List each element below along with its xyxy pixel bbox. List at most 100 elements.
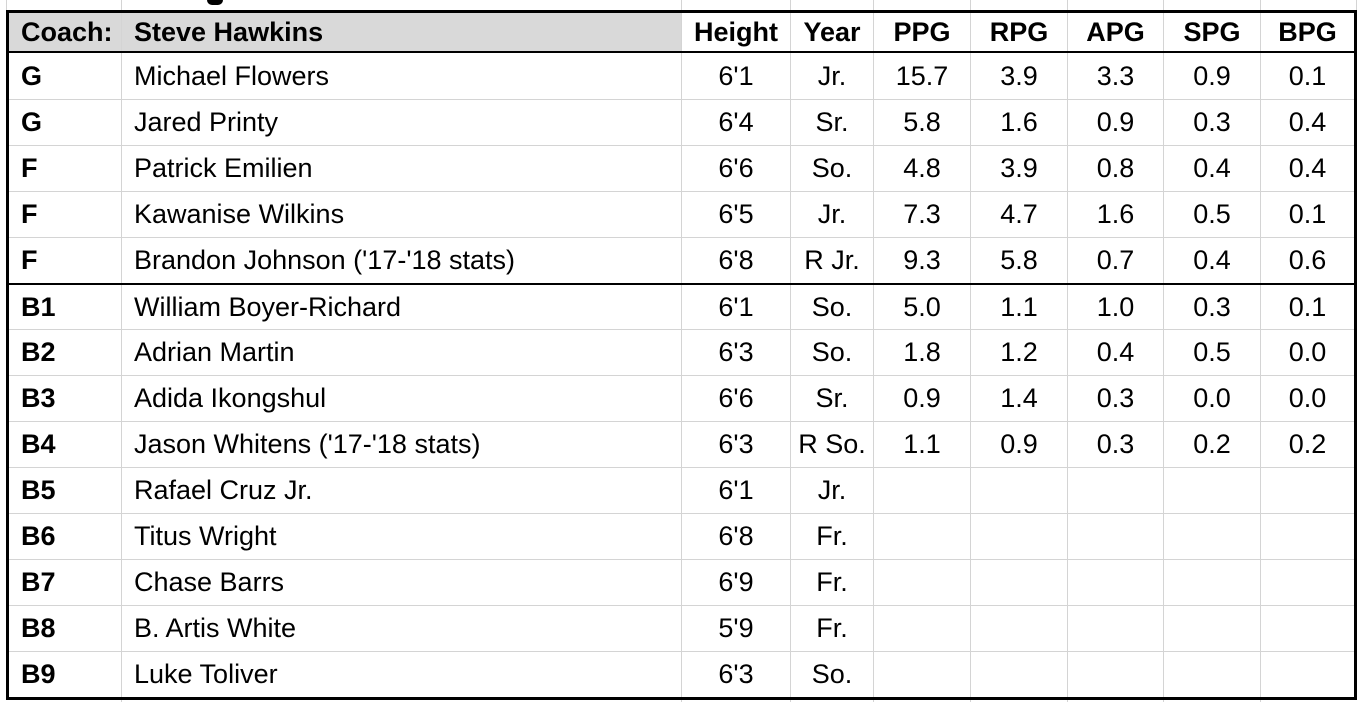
bpg-cell[interactable]: 0.6 <box>1260 238 1354 283</box>
spg-cell[interactable]: 0.4 <box>1163 146 1260 191</box>
height-cell[interactable]: 5'9 <box>681 606 790 651</box>
height-cell[interactable]: 6'3 <box>681 330 790 375</box>
spg-cell[interactable]: 0.2 <box>1163 422 1260 467</box>
year-cell[interactable]: So. <box>790 330 873 375</box>
apg-cell[interactable]: 3.3 <box>1067 53 1163 99</box>
year-cell[interactable]: Fr. <box>790 606 873 651</box>
bpg-cell[interactable]: 0.1 <box>1260 53 1354 99</box>
bpg-cell[interactable]: 0.4 <box>1260 146 1354 191</box>
ppg-cell[interactable] <box>873 652 970 697</box>
rpg-cell[interactable]: 1.4 <box>970 376 1067 421</box>
apg-cell[interactable]: 1.0 <box>1067 285 1163 329</box>
apg-cell[interactable]: 1.6 <box>1067 192 1163 237</box>
apg-cell[interactable]: 0.8 <box>1067 146 1163 191</box>
coach-name-cell[interactable]: Steve Hawkins <box>121 13 681 51</box>
spg-cell[interactable]: 0.5 <box>1163 330 1260 375</box>
rpg-cell[interactable]: 0.9 <box>970 422 1067 467</box>
player-name-cell[interactable]: Adrian Martin <box>121 330 681 375</box>
column-header-bpg[interactable]: BPG <box>1260 13 1354 51</box>
bpg-cell[interactable]: 0.0 <box>1260 376 1354 421</box>
year-cell[interactable]: Fr. <box>790 560 873 605</box>
position-cell[interactable]: F <box>21 245 38 275</box>
rpg-cell[interactable]: 3.9 <box>970 53 1067 99</box>
rpg-cell[interactable] <box>970 468 1067 513</box>
year-cell[interactable]: So. <box>790 652 873 697</box>
height-cell[interactable]: 6'1 <box>681 285 790 329</box>
year-cell[interactable]: R Jr. <box>790 238 873 283</box>
spg-cell[interactable] <box>1163 560 1260 605</box>
rpg-cell[interactable] <box>970 560 1067 605</box>
year-cell[interactable]: So. <box>790 146 873 191</box>
column-header-apg[interactable]: APG <box>1067 13 1163 51</box>
ppg-cell[interactable]: 7.3 <box>873 192 970 237</box>
column-header-height[interactable]: Height <box>681 13 790 51</box>
ppg-cell[interactable]: 1.8 <box>873 330 970 375</box>
bpg-cell[interactable]: 0.4 <box>1260 100 1354 145</box>
ppg-cell[interactable] <box>873 606 970 651</box>
player-name-cell[interactable]: Michael Flowers <box>121 53 681 99</box>
year-cell[interactable]: Jr. <box>790 53 873 99</box>
height-cell[interactable]: 6'1 <box>681 53 790 99</box>
spg-cell[interactable]: 0.4 <box>1163 238 1260 283</box>
ppg-cell[interactable]: 5.8 <box>873 100 970 145</box>
apg-cell[interactable]: 0.3 <box>1067 376 1163 421</box>
bpg-cell[interactable] <box>1260 468 1354 513</box>
apg-cell[interactable] <box>1067 606 1163 651</box>
spg-cell[interactable] <box>1163 606 1260 651</box>
spg-cell[interactable]: 0.3 <box>1163 100 1260 145</box>
bpg-cell[interactable] <box>1260 652 1354 697</box>
apg-cell[interactable] <box>1067 652 1163 697</box>
spg-cell[interactable] <box>1163 468 1260 513</box>
apg-cell[interactable] <box>1067 468 1163 513</box>
apg-cell[interactable]: 0.3 <box>1067 422 1163 467</box>
bpg-cell[interactable] <box>1260 606 1354 651</box>
bpg-cell[interactable] <box>1260 514 1354 559</box>
height-cell[interactable]: 6'6 <box>681 376 790 421</box>
player-name-cell[interactable]: Luke Toliver <box>121 652 681 697</box>
column-header-ppg[interactable]: PPG <box>873 13 970 51</box>
year-cell[interactable]: Fr. <box>790 514 873 559</box>
position-cell[interactable]: B6 <box>21 521 56 551</box>
bpg-cell[interactable]: 0.0 <box>1260 330 1354 375</box>
position-cell[interactable]: B5 <box>21 475 56 505</box>
height-cell[interactable]: 6'3 <box>681 422 790 467</box>
year-cell[interactable]: R So. <box>790 422 873 467</box>
bpg-cell[interactable]: 0.2 <box>1260 422 1354 467</box>
height-cell[interactable]: 6'8 <box>681 238 790 283</box>
year-cell[interactable]: Jr. <box>790 192 873 237</box>
coach-label-cell[interactable]: Coach: <box>9 13 121 51</box>
player-name-cell[interactable]: Kawanise Wilkins <box>121 192 681 237</box>
height-cell[interactable]: 6'3 <box>681 652 790 697</box>
ppg-cell[interactable] <box>873 468 970 513</box>
position-cell[interactable]: G <box>21 60 43 91</box>
ppg-cell[interactable] <box>873 560 970 605</box>
ppg-cell[interactable] <box>873 514 970 559</box>
player-name-cell[interactable]: Patrick Emilien <box>121 146 681 191</box>
ppg-cell[interactable]: 1.1 <box>873 422 970 467</box>
year-cell[interactable]: Sr. <box>790 100 873 145</box>
rpg-cell[interactable]: 4.7 <box>970 192 1067 237</box>
position-cell[interactable]: B8 <box>21 613 56 643</box>
player-name-cell[interactable]: B. Artis White <box>121 606 681 651</box>
spg-cell[interactable]: 0.3 <box>1163 285 1260 329</box>
ppg-cell[interactable]: 9.3 <box>873 238 970 283</box>
bpg-cell[interactable]: 0.1 <box>1260 285 1354 329</box>
player-name-cell[interactable]: Brandon Johnson ('17-'18 stats) <box>121 238 681 283</box>
position-cell[interactable]: B7 <box>21 567 56 597</box>
apg-cell[interactable]: 0.7 <box>1067 238 1163 283</box>
height-cell[interactable]: 6'6 <box>681 146 790 191</box>
position-cell[interactable]: B3 <box>21 383 56 413</box>
position-cell[interactable]: G <box>21 107 43 137</box>
rpg-cell[interactable] <box>970 652 1067 697</box>
position-cell[interactable]: F <box>21 153 38 183</box>
bpg-cell[interactable] <box>1260 560 1354 605</box>
rpg-cell[interactable]: 1.6 <box>970 100 1067 145</box>
column-header-rpg[interactable]: RPG <box>970 13 1067 51</box>
position-cell[interactable]: B1 <box>21 291 56 322</box>
spg-cell[interactable]: 0.0 <box>1163 376 1260 421</box>
ppg-cell[interactable]: 15.7 <box>873 53 970 99</box>
rpg-cell[interactable] <box>970 514 1067 559</box>
ppg-cell[interactable]: 0.9 <box>873 376 970 421</box>
rpg-cell[interactable]: 1.1 <box>970 285 1067 329</box>
apg-cell[interactable]: 0.4 <box>1067 330 1163 375</box>
